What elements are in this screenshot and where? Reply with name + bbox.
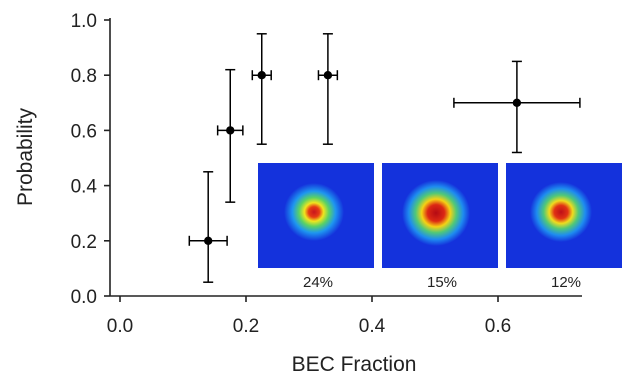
data-point-4: [317, 33, 339, 145]
data-point-1: [188, 171, 228, 283]
x-tick-label: 0.6: [485, 316, 511, 337]
inset-image-2: 15%: [382, 163, 498, 291]
inset-2-label: 15%: [427, 274, 457, 291]
data-marker: [323, 71, 333, 80]
x-tick-label: 0.2: [233, 316, 259, 337]
inset-3-spot: [530, 182, 592, 242]
data-point-2: [216, 68, 244, 203]
y-tick-label: 0.6: [71, 121, 97, 142]
data-point-5: [453, 60, 581, 154]
y-tick-label: 1.0: [71, 11, 97, 32]
inset-1-spot: [284, 183, 344, 241]
inset-image-3: 12%: [506, 163, 622, 291]
y-tick-label: 0.0: [71, 287, 97, 308]
inset-1-label: 24%: [303, 274, 333, 291]
data-marker: [512, 98, 522, 108]
y-tick-label: 0.8: [71, 66, 97, 87]
inset-images: 24% 15% 12%: [258, 163, 622, 291]
x-tick-label: 0.4: [359, 316, 386, 337]
data-marker: [257, 71, 266, 80]
data-points: [188, 33, 581, 283]
data-point-3: [251, 33, 272, 145]
x-axis-ticks: 0.0 0.2 0.4 0.6: [107, 296, 511, 337]
inset-3-label: 12%: [551, 274, 581, 291]
y-tick-label: 0.4: [71, 177, 98, 198]
y-axis-ticks: 0.0 0.2 0.4 0.6 0.8 1.0: [71, 11, 110, 308]
x-tick-label: 0.0: [107, 316, 133, 337]
inset-2-spot: [402, 180, 470, 246]
inset-image-1: 24%: [258, 163, 374, 291]
data-marker: [226, 126, 235, 135]
x-axis-title: BEC Fraction: [292, 353, 417, 376]
data-marker: [204, 236, 213, 245]
y-tick-label: 0.2: [71, 232, 97, 253]
y-axis-title: Probability: [14, 107, 37, 206]
